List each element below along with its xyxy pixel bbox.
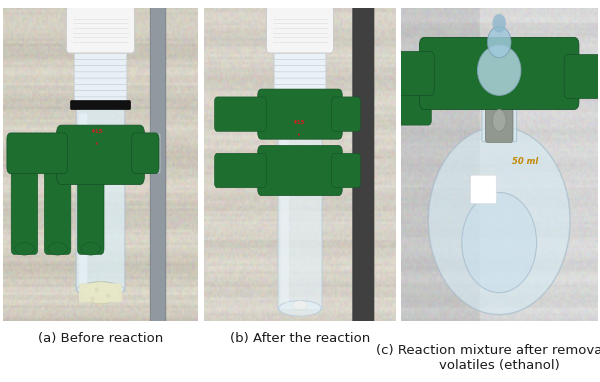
- FancyBboxPatch shape: [74, 58, 127, 66]
- FancyBboxPatch shape: [274, 52, 326, 59]
- FancyBboxPatch shape: [7, 133, 67, 174]
- FancyBboxPatch shape: [74, 83, 127, 91]
- Text: ♦15: ♦15: [292, 120, 304, 125]
- FancyBboxPatch shape: [56, 125, 145, 185]
- FancyBboxPatch shape: [215, 153, 266, 188]
- FancyBboxPatch shape: [71, 101, 130, 109]
- FancyBboxPatch shape: [470, 175, 496, 203]
- FancyBboxPatch shape: [79, 283, 122, 302]
- FancyBboxPatch shape: [74, 77, 127, 84]
- FancyBboxPatch shape: [564, 55, 600, 99]
- FancyBboxPatch shape: [274, 96, 326, 103]
- FancyBboxPatch shape: [77, 162, 104, 254]
- FancyBboxPatch shape: [274, 77, 326, 84]
- FancyBboxPatch shape: [387, 52, 434, 96]
- FancyBboxPatch shape: [274, 58, 326, 66]
- Ellipse shape: [81, 243, 101, 255]
- Ellipse shape: [478, 45, 521, 96]
- Ellipse shape: [48, 243, 67, 255]
- FancyBboxPatch shape: [274, 89, 326, 97]
- FancyBboxPatch shape: [266, 6, 334, 53]
- Ellipse shape: [98, 303, 103, 308]
- Text: (b) After the reaction: (b) After the reaction: [230, 332, 370, 345]
- Ellipse shape: [487, 26, 511, 58]
- FancyBboxPatch shape: [274, 83, 326, 91]
- Text: ♦: ♦: [95, 142, 98, 146]
- Text: (a) Before reaction: (a) Before reaction: [38, 332, 163, 345]
- Ellipse shape: [493, 109, 506, 131]
- FancyBboxPatch shape: [215, 97, 266, 131]
- FancyBboxPatch shape: [482, 80, 517, 142]
- FancyBboxPatch shape: [44, 162, 71, 254]
- FancyBboxPatch shape: [11, 162, 38, 254]
- Ellipse shape: [95, 287, 98, 292]
- FancyBboxPatch shape: [258, 146, 342, 196]
- FancyBboxPatch shape: [74, 71, 127, 78]
- FancyBboxPatch shape: [394, 84, 431, 125]
- FancyBboxPatch shape: [74, 52, 127, 59]
- Ellipse shape: [91, 296, 95, 301]
- FancyBboxPatch shape: [258, 89, 342, 139]
- FancyBboxPatch shape: [134, 133, 161, 174]
- FancyBboxPatch shape: [74, 96, 127, 103]
- FancyBboxPatch shape: [274, 71, 326, 78]
- FancyBboxPatch shape: [485, 96, 513, 142]
- FancyBboxPatch shape: [74, 64, 127, 72]
- Ellipse shape: [106, 293, 110, 298]
- FancyBboxPatch shape: [76, 106, 125, 291]
- FancyBboxPatch shape: [274, 64, 326, 72]
- FancyBboxPatch shape: [79, 113, 87, 284]
- Ellipse shape: [14, 243, 34, 255]
- FancyBboxPatch shape: [74, 89, 127, 97]
- FancyBboxPatch shape: [332, 153, 361, 188]
- Ellipse shape: [462, 193, 536, 293]
- Ellipse shape: [77, 282, 124, 297]
- Text: ♦15: ♦15: [91, 129, 103, 134]
- FancyBboxPatch shape: [278, 106, 322, 310]
- Ellipse shape: [292, 301, 308, 310]
- FancyBboxPatch shape: [419, 37, 579, 109]
- Ellipse shape: [279, 301, 321, 316]
- FancyBboxPatch shape: [74, 45, 127, 53]
- FancyBboxPatch shape: [150, 6, 166, 322]
- FancyBboxPatch shape: [332, 97, 361, 131]
- Text: 50 ml: 50 ml: [512, 157, 538, 166]
- Ellipse shape: [493, 14, 506, 33]
- Text: (c) Reaction mixture after removal of
volatiles (ethanol): (c) Reaction mixture after removal of vo…: [376, 344, 600, 372]
- FancyBboxPatch shape: [271, 101, 329, 109]
- FancyBboxPatch shape: [280, 113, 289, 303]
- Ellipse shape: [81, 282, 120, 304]
- Text: ♦: ♦: [296, 133, 300, 137]
- FancyBboxPatch shape: [132, 133, 159, 174]
- Ellipse shape: [428, 127, 570, 315]
- FancyBboxPatch shape: [67, 6, 134, 53]
- FancyBboxPatch shape: [353, 6, 374, 322]
- FancyBboxPatch shape: [274, 45, 326, 53]
